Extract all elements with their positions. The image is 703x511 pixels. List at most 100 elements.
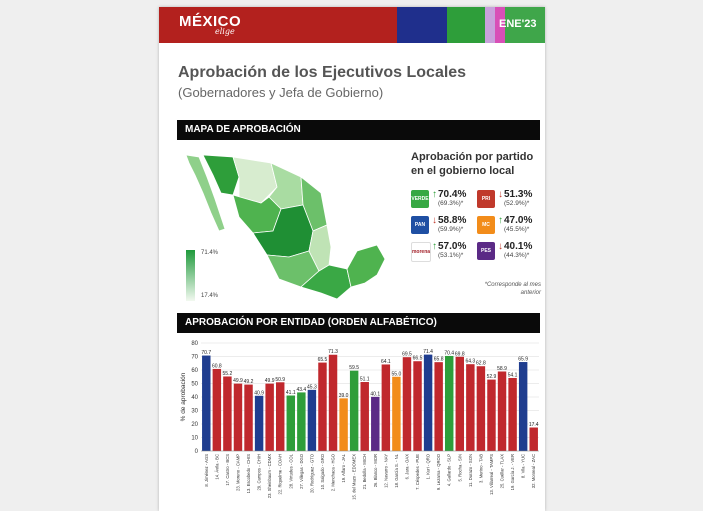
x-tick-label: 27. Villegas - DGO <box>299 453 304 489</box>
bars-section-header: APROBACIÓN POR ENTIDAD (ORDEN ALFABÉTICO… <box>177 313 540 333</box>
bar-value-label: 49.9 <box>233 378 243 384</box>
bar-value-label: 71.4 <box>423 349 433 355</box>
bar <box>423 354 433 451</box>
x-tick-label: 32. Monreal - ZAC <box>531 454 536 488</box>
bar-value-label: 39.0 <box>339 393 349 399</box>
trend-arrow-icon: ↑ <box>432 241 437 252</box>
party-logo: VERDE <box>411 190 429 208</box>
bar-value-label: 71.3 <box>328 349 338 355</box>
bar <box>265 383 274 451</box>
bar-value-label: 65.9 <box>518 357 528 363</box>
bar <box>413 361 422 451</box>
legend-max-label: 71.4% <box>201 250 219 256</box>
bar-value-label: 43.4 <box>296 387 306 393</box>
approval-bar-chart: 0 10 20 30 40 50 60 70 80 % de aprobación 70.7 8. J… <box>180 341 539 500</box>
bar <box>466 364 475 451</box>
bar <box>402 357 412 451</box>
header-color-segment <box>159 7 397 43</box>
bar <box>476 366 486 451</box>
y-tick-label: 80 <box>191 341 198 347</box>
bar-value-label: 52.9 <box>487 374 497 380</box>
bar <box>297 392 306 451</box>
bar-value-label: 60.8 <box>212 363 222 369</box>
y-tick-label: 20 <box>191 422 198 428</box>
map-region-baja <box>185 154 226 232</box>
bar-value-label: 70.4 <box>444 350 454 356</box>
party-value: 40.1% <box>504 241 533 252</box>
bar-value-label: 65.8 <box>434 357 444 363</box>
bar <box>487 379 496 451</box>
party-item: PES ↓ 40.1% (44.3%)* <box>477 241 543 263</box>
bar <box>286 395 296 451</box>
bar <box>444 355 454 451</box>
bar-value-label: 55.0 <box>392 371 402 377</box>
edition-label: ENE'23 <box>499 18 537 30</box>
y-tick-label: 0 <box>195 449 199 455</box>
x-tick-label: 25. Cuéllar - TLAX <box>500 454 505 489</box>
party-value: 57.0% <box>438 241 467 252</box>
x-tick-label: 13. Villarreal - TAMPS <box>489 454 494 495</box>
x-tick-label: 6. Jara - OAX <box>404 454 409 480</box>
bar-value-label: 40.1 <box>370 391 380 397</box>
bar-value-label: 59.5 <box>349 365 359 371</box>
x-tick-label: 26. Blanco - MOR <box>373 454 378 487</box>
brand-tagline: elige <box>215 27 235 36</box>
bar <box>349 370 359 451</box>
party-previous-value: (52.9%)* <box>504 200 530 207</box>
x-tick-label: 23. Moreno - CAMP <box>235 454 240 491</box>
party-previous-value: (53.1%)* <box>438 252 464 259</box>
bar-value-label: 51.1 <box>360 377 370 383</box>
footnote: *Corresponde al mes anterior <box>484 282 541 296</box>
bar-value-label: 49.2 <box>244 379 254 385</box>
bar <box>307 389 317 451</box>
x-tick-label: 19. García J. - VER <box>510 454 515 490</box>
bar <box>392 376 401 451</box>
infographic-card: MÉXICO elige ENE'23 Aprobación de los Ej… <box>159 7 545 511</box>
x-tick-label: 13. Escobedo - CHIS <box>246 454 251 494</box>
x-tick-label: 5. Rocha - SIN <box>457 454 462 481</box>
bar-value-label: 64.1 <box>381 359 391 365</box>
trend-arrow-icon: ↑ <box>498 215 503 226</box>
party-logo: PES <box>477 242 495 260</box>
party-approval-title: Aprobación por partido en el gobierno lo… <box>411 151 534 177</box>
bar <box>518 362 528 451</box>
y-tick-label: 70 <box>191 355 198 361</box>
bar <box>212 368 222 451</box>
bar <box>339 398 348 451</box>
header-color-segment <box>485 7 495 43</box>
bar-value-label: 50.9 <box>275 377 285 383</box>
legend-min-label: 17.4% <box>201 293 219 299</box>
header-color-segment <box>495 7 505 43</box>
trend-arrow-icon: ↓ <box>432 215 437 226</box>
bar <box>328 354 338 451</box>
party-item: VERDE ↑ 70.4% (69.3%)* <box>411 189 477 211</box>
bar-value-label: 69.8 <box>455 351 465 357</box>
bar <box>275 382 285 451</box>
trend-arrow-icon: ↑ <box>432 189 437 200</box>
bar <box>244 384 253 451</box>
y-tick-label: 30 <box>191 409 198 415</box>
party-logo: morena <box>411 242 431 262</box>
x-tick-label: 1. Kuri - QRO <box>426 453 431 479</box>
x-tick-label: 17. Castro - BCS <box>225 454 230 486</box>
x-tick-label: 11. Durazo - SON <box>468 454 473 487</box>
party-previous-value: (45.5%)* <box>504 226 530 233</box>
bar-value-label: 55.2 <box>223 371 233 377</box>
x-tick-label: 9. Lezama - QROO <box>436 453 441 490</box>
bar-value-label: 49.9 <box>265 378 275 384</box>
brand-logo: MÉXICO <box>179 13 242 30</box>
bar-value-label: 64.3 <box>465 359 475 365</box>
y-axis-label: % de aprobación <box>180 372 187 421</box>
x-tick-label: 22. Riquelme - COAH <box>278 454 283 495</box>
party-logo: PAN <box>411 216 429 234</box>
page-subtitle: (Gobernadores y Jefa de Gobierno) <box>178 85 384 100</box>
party-item: PAN ↓ 58.8% (59.9%)* <box>411 215 477 237</box>
bar-value-label: 41.1 <box>286 390 296 396</box>
bar <box>223 376 232 451</box>
header-color-segment <box>397 7 447 43</box>
x-tick-label: 2. Menchaca - HGO <box>331 453 336 491</box>
bar-value-label: 17.4 <box>529 422 539 428</box>
x-tick-label: 8. Jiménez - AGS <box>204 454 209 487</box>
bar <box>434 362 443 451</box>
x-tick-label: 15. del Mazo - EDOMEX <box>352 454 357 500</box>
